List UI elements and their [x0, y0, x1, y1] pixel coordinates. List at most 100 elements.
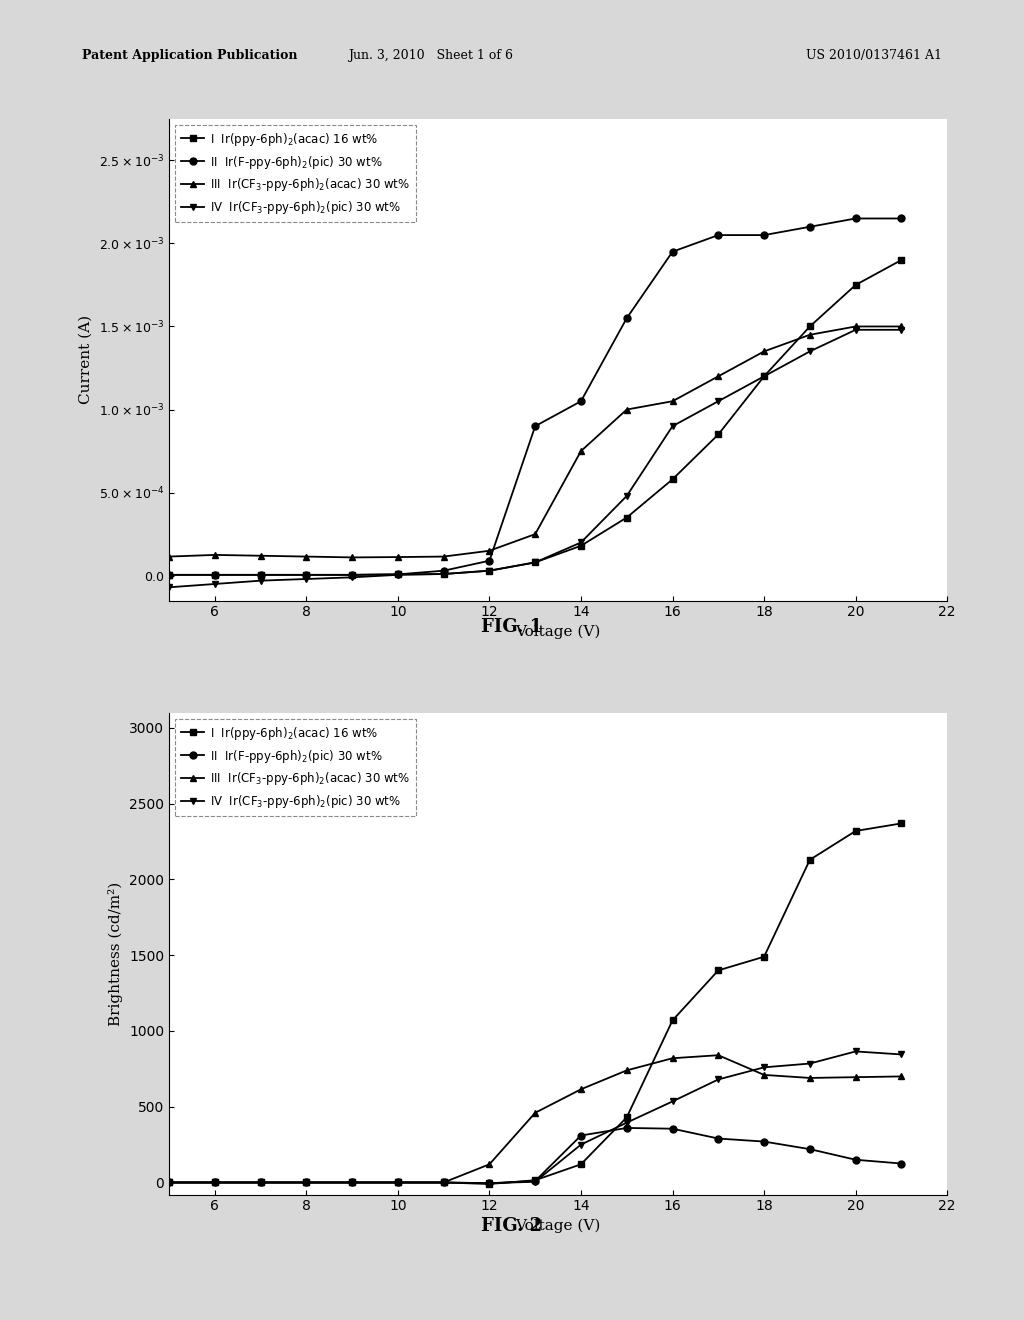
III  Ir(CF3-ppy-6ph)2(acac) 30 wt% — [621, 1063, 633, 1078]
I  Ir(ppy-6ph)2(acac) 16 wt% — [163, 1175, 175, 1191]
III  Ir(CF3-ppy-6ph)2(acac) 30 wt% — [392, 549, 404, 565]
Text: FIG. 1: FIG. 1 — [481, 618, 543, 636]
IV  Ir(CF3-ppy-6ph)2(pic) 30 wt% — [300, 1175, 312, 1191]
IV  Ir(CF3-ppy-6ph)2(pic) 30 wt% — [667, 1093, 679, 1109]
III  Ir(CF3-ppy-6ph)2(acac) 30 wt% — [529, 1105, 542, 1121]
I  Ir(ppy-6ph)2(acac) 16 wt% — [758, 368, 770, 384]
II  Ir(F-ppy-6ph)2(pic) 30 wt% — [758, 227, 770, 243]
III  Ir(CF3-ppy-6ph)2(acac) 30 wt% — [621, 401, 633, 417]
III  Ir(CF3-ppy-6ph)2(acac) 30 wt% — [346, 1175, 358, 1191]
I  Ir(ppy-6ph)2(acac) 16 wt% — [529, 554, 542, 570]
Text: FIG. 2: FIG. 2 — [481, 1217, 543, 1236]
II  Ir(F-ppy-6ph)2(pic) 30 wt% — [346, 566, 358, 582]
II  Ir(F-ppy-6ph)2(pic) 30 wt% — [574, 1127, 587, 1143]
III  Ir(CF3-ppy-6ph)2(acac) 30 wt% — [529, 527, 542, 543]
II  Ir(F-ppy-6ph)2(pic) 30 wt% — [895, 211, 907, 227]
II  Ir(F-ppy-6ph)2(pic) 30 wt% — [209, 566, 221, 582]
II  Ir(F-ppy-6ph)2(pic) 30 wt% — [392, 1175, 404, 1191]
II  Ir(F-ppy-6ph)2(pic) 30 wt% — [529, 418, 542, 434]
III  Ir(CF3-ppy-6ph)2(acac) 30 wt% — [804, 327, 816, 343]
I  Ir(ppy-6ph)2(acac) 16 wt% — [437, 1175, 450, 1191]
I  Ir(ppy-6ph)2(acac) 16 wt% — [392, 566, 404, 582]
IV  Ir(CF3-ppy-6ph)2(pic) 30 wt% — [895, 1047, 907, 1063]
I  Ir(ppy-6ph)2(acac) 16 wt% — [850, 824, 862, 840]
IV  Ir(CF3-ppy-6ph)2(pic) 30 wt% — [437, 1175, 450, 1191]
Text: Jun. 3, 2010   Sheet 1 of 6: Jun. 3, 2010 Sheet 1 of 6 — [347, 49, 513, 62]
IV  Ir(CF3-ppy-6ph)2(pic) 30 wt% — [163, 1175, 175, 1191]
IV  Ir(CF3-ppy-6ph)2(pic) 30 wt% — [300, 572, 312, 587]
III  Ir(CF3-ppy-6ph)2(acac) 30 wt% — [163, 1175, 175, 1191]
IV  Ir(CF3-ppy-6ph)2(pic) 30 wt% — [850, 1044, 862, 1060]
II  Ir(F-ppy-6ph)2(pic) 30 wt% — [712, 227, 724, 243]
IV  Ir(CF3-ppy-6ph)2(pic) 30 wt% — [209, 1175, 221, 1191]
II  Ir(F-ppy-6ph)2(pic) 30 wt% — [483, 553, 496, 569]
III  Ir(CF3-ppy-6ph)2(acac) 30 wt% — [209, 1175, 221, 1191]
III  Ir(CF3-ppy-6ph)2(acac) 30 wt% — [437, 1175, 450, 1191]
Y-axis label: Brightness (cd/m²): Brightness (cd/m²) — [109, 882, 124, 1026]
I  Ir(ppy-6ph)2(acac) 16 wt% — [346, 1175, 358, 1191]
Line: IV  Ir(CF3-ppy-6ph)2(pic) 30 wt%: IV Ir(CF3-ppy-6ph)2(pic) 30 wt% — [166, 326, 905, 591]
IV  Ir(CF3-ppy-6ph)2(pic) 30 wt% — [529, 1173, 542, 1189]
III  Ir(CF3-ppy-6ph)2(acac) 30 wt% — [300, 1175, 312, 1191]
I  Ir(ppy-6ph)2(acac) 16 wt% — [300, 566, 312, 582]
I  Ir(ppy-6ph)2(acac) 16 wt% — [574, 1156, 587, 1172]
I  Ir(ppy-6ph)2(acac) 16 wt% — [712, 426, 724, 442]
I  Ir(ppy-6ph)2(acac) 16 wt% — [712, 962, 724, 978]
II  Ir(F-ppy-6ph)2(pic) 30 wt% — [437, 562, 450, 578]
II  Ir(F-ppy-6ph)2(pic) 30 wt% — [483, 1175, 496, 1191]
II  Ir(F-ppy-6ph)2(pic) 30 wt% — [712, 1131, 724, 1147]
I  Ir(ppy-6ph)2(acac) 16 wt% — [850, 277, 862, 293]
X-axis label: Voltage (V): Voltage (V) — [515, 1218, 601, 1233]
Y-axis label: Current (A): Current (A) — [79, 315, 93, 404]
III  Ir(CF3-ppy-6ph)2(acac) 30 wt% — [895, 1068, 907, 1084]
I  Ir(ppy-6ph)2(acac) 16 wt% — [667, 1012, 679, 1028]
IV  Ir(CF3-ppy-6ph)2(pic) 30 wt% — [758, 368, 770, 384]
IV  Ir(CF3-ppy-6ph)2(pic) 30 wt% — [346, 1175, 358, 1191]
II  Ir(F-ppy-6ph)2(pic) 30 wt% — [804, 219, 816, 235]
II  Ir(F-ppy-6ph)2(pic) 30 wt% — [209, 1175, 221, 1191]
II  Ir(F-ppy-6ph)2(pic) 30 wt% — [667, 1121, 679, 1137]
IV  Ir(CF3-ppy-6ph)2(pic) 30 wt% — [804, 343, 816, 359]
III  Ir(CF3-ppy-6ph)2(acac) 30 wt% — [758, 1067, 770, 1082]
IV  Ir(CF3-ppy-6ph)2(pic) 30 wt% — [483, 1175, 496, 1191]
I  Ir(ppy-6ph)2(acac) 16 wt% — [392, 1175, 404, 1191]
I  Ir(ppy-6ph)2(acac) 16 wt% — [254, 566, 266, 582]
III  Ir(CF3-ppy-6ph)2(acac) 30 wt% — [895, 318, 907, 334]
II  Ir(F-ppy-6ph)2(pic) 30 wt% — [574, 393, 587, 409]
I  Ir(ppy-6ph)2(acac) 16 wt% — [804, 318, 816, 334]
II  Ir(F-ppy-6ph)2(pic) 30 wt% — [758, 1134, 770, 1150]
IV  Ir(CF3-ppy-6ph)2(pic) 30 wt% — [529, 554, 542, 570]
II  Ir(F-ppy-6ph)2(pic) 30 wt% — [621, 1119, 633, 1135]
I  Ir(ppy-6ph)2(acac) 16 wt% — [529, 1172, 542, 1188]
I  Ir(ppy-6ph)2(acac) 16 wt% — [437, 566, 450, 582]
III  Ir(CF3-ppy-6ph)2(acac) 30 wt% — [163, 549, 175, 565]
III  Ir(CF3-ppy-6ph)2(acac) 30 wt% — [850, 1069, 862, 1085]
II  Ir(F-ppy-6ph)2(pic) 30 wt% — [163, 1175, 175, 1191]
III  Ir(CF3-ppy-6ph)2(acac) 30 wt% — [712, 368, 724, 384]
I  Ir(ppy-6ph)2(acac) 16 wt% — [346, 566, 358, 582]
IV  Ir(CF3-ppy-6ph)2(pic) 30 wt% — [254, 573, 266, 589]
IV  Ir(CF3-ppy-6ph)2(pic) 30 wt% — [621, 1114, 633, 1130]
Legend: I  Ir(ppy-6ph)$_2$(acac) 16 wt%, II  Ir(F-ppy-6ph)$_2$(pic) 30 wt%, III  Ir(CF$_: I Ir(ppy-6ph)$_2$(acac) 16 wt%, II Ir(F-… — [175, 124, 416, 222]
II  Ir(F-ppy-6ph)2(pic) 30 wt% — [621, 310, 633, 326]
IV  Ir(CF3-ppy-6ph)2(pic) 30 wt% — [392, 566, 404, 582]
III  Ir(CF3-ppy-6ph)2(acac) 30 wt% — [574, 1081, 587, 1097]
I  Ir(ppy-6ph)2(acac) 16 wt% — [163, 566, 175, 582]
IV  Ir(CF3-ppy-6ph)2(pic) 30 wt% — [437, 566, 450, 582]
II  Ir(F-ppy-6ph)2(pic) 30 wt% — [850, 211, 862, 227]
I  Ir(ppy-6ph)2(acac) 16 wt% — [574, 537, 587, 553]
II  Ir(F-ppy-6ph)2(pic) 30 wt% — [300, 1175, 312, 1191]
III  Ir(CF3-ppy-6ph)2(acac) 30 wt% — [437, 549, 450, 565]
III  Ir(CF3-ppy-6ph)2(acac) 30 wt% — [574, 444, 587, 459]
II  Ir(F-ppy-6ph)2(pic) 30 wt% — [254, 566, 266, 582]
IV  Ir(CF3-ppy-6ph)2(pic) 30 wt% — [574, 1137, 587, 1152]
I  Ir(ppy-6ph)2(acac) 16 wt% — [895, 252, 907, 268]
III  Ir(CF3-ppy-6ph)2(acac) 30 wt% — [300, 549, 312, 565]
II  Ir(F-ppy-6ph)2(pic) 30 wt% — [850, 1152, 862, 1168]
IV  Ir(CF3-ppy-6ph)2(pic) 30 wt% — [209, 576, 221, 591]
IV  Ir(CF3-ppy-6ph)2(pic) 30 wt% — [254, 1175, 266, 1191]
Legend: I  Ir(ppy-6ph)$_2$(acac) 16 wt%, II  Ir(F-ppy-6ph)$_2$(pic) 30 wt%, III  Ir(CF$_: I Ir(ppy-6ph)$_2$(acac) 16 wt%, II Ir(F-… — [175, 718, 416, 816]
I  Ir(ppy-6ph)2(acac) 16 wt% — [254, 1175, 266, 1191]
II  Ir(F-ppy-6ph)2(pic) 30 wt% — [163, 566, 175, 582]
I  Ir(ppy-6ph)2(acac) 16 wt% — [483, 1176, 496, 1192]
